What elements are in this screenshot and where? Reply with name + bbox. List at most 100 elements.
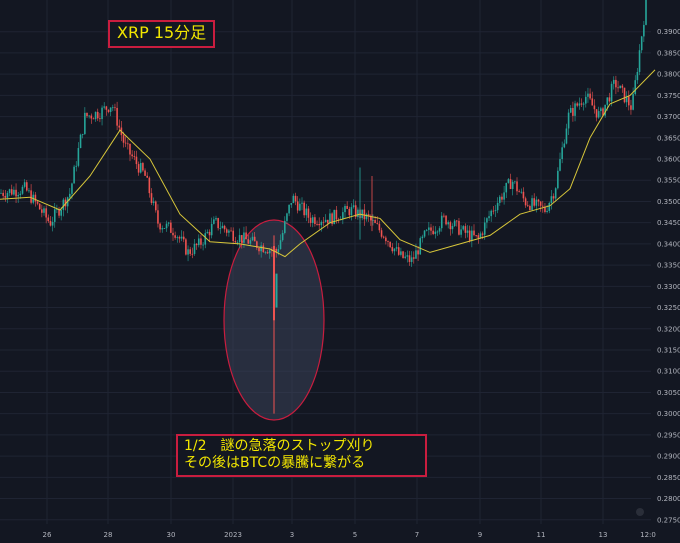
y-tick-label: 0.3450 bbox=[657, 219, 680, 227]
candle-body bbox=[77, 148, 80, 166]
candle-body bbox=[468, 230, 471, 241]
candle-body bbox=[505, 182, 508, 193]
candle-body bbox=[311, 217, 314, 223]
candle-body bbox=[391, 247, 394, 252]
candle-body bbox=[292, 195, 295, 204]
candle-body bbox=[576, 103, 578, 106]
candle-body bbox=[43, 208, 45, 213]
candle-body bbox=[451, 226, 454, 230]
candle-body bbox=[344, 205, 346, 213]
candle-body bbox=[361, 209, 363, 219]
candle-body bbox=[86, 112, 88, 117]
candle-body bbox=[279, 240, 282, 250]
candle-body bbox=[546, 210, 548, 212]
candle-body bbox=[62, 199, 65, 210]
candle-body bbox=[112, 107, 114, 109]
candle-body bbox=[509, 179, 512, 189]
candle-body bbox=[8, 189, 11, 193]
candle-body bbox=[475, 235, 477, 236]
candle-body bbox=[501, 196, 503, 200]
candle-body bbox=[591, 98, 594, 106]
candle-body bbox=[563, 143, 566, 148]
candle-body bbox=[13, 189, 15, 195]
candle-body bbox=[301, 202, 303, 204]
candle-body bbox=[305, 208, 308, 216]
candle-body bbox=[492, 210, 495, 212]
candle-body bbox=[73, 166, 75, 184]
candle-body bbox=[466, 230, 469, 233]
candle-body bbox=[94, 111, 97, 120]
candle-body bbox=[210, 223, 213, 236]
candle-body bbox=[587, 93, 589, 97]
candle-body bbox=[385, 237, 387, 242]
candle-body bbox=[137, 164, 140, 173]
candle-body bbox=[462, 226, 465, 230]
candle-body bbox=[53, 209, 56, 222]
candle-body bbox=[438, 228, 441, 232]
candle-body bbox=[17, 195, 19, 197]
candle-body bbox=[374, 219, 376, 223]
candle-body bbox=[26, 182, 28, 191]
candle-body bbox=[217, 218, 219, 229]
annotation-line-2: その後はBTCの暴騰に繋がる bbox=[184, 455, 366, 471]
candle-body bbox=[131, 154, 133, 157]
candle-body bbox=[494, 210, 497, 211]
candle-body bbox=[307, 208, 310, 218]
candle-body bbox=[69, 193, 71, 198]
candle-body bbox=[572, 108, 574, 116]
candle-body bbox=[324, 219, 327, 222]
candle-body bbox=[617, 87, 619, 89]
candle-body bbox=[30, 190, 32, 203]
candle-body bbox=[533, 198, 535, 206]
y-tick-label: 0.3050 bbox=[657, 389, 680, 397]
candle-body bbox=[406, 255, 409, 257]
candle-body bbox=[303, 202, 305, 216]
candle-body bbox=[47, 217, 50, 222]
candle-body bbox=[634, 80, 637, 95]
x-tick-label: 28 bbox=[104, 531, 113, 539]
annotation-line-1: 1/2 謎の急落のストップ刈り bbox=[184, 438, 375, 454]
candle-body bbox=[215, 218, 217, 220]
candle-body bbox=[404, 256, 406, 258]
candle-body bbox=[402, 251, 404, 258]
candle-body bbox=[34, 194, 37, 202]
candle-body bbox=[124, 142, 127, 144]
y-tick-label: 0.3750 bbox=[657, 92, 680, 100]
candle-body bbox=[180, 236, 183, 239]
candle-body bbox=[544, 206, 546, 212]
y-tick-label: 0.2800 bbox=[657, 495, 680, 503]
candle-body bbox=[365, 214, 368, 220]
candle-body bbox=[415, 250, 417, 259]
candle-body bbox=[559, 159, 561, 171]
candle-body bbox=[129, 143, 131, 155]
candle-body bbox=[314, 217, 316, 224]
y-tick-label: 0.3550 bbox=[657, 177, 680, 185]
candle-body bbox=[483, 222, 486, 235]
candle-body bbox=[221, 225, 224, 229]
candle-body bbox=[253, 236, 256, 242]
candle-body bbox=[51, 221, 54, 226]
candle-body bbox=[294, 195, 297, 202]
candle-body bbox=[58, 209, 60, 216]
candle-body bbox=[585, 96, 587, 104]
candle-body bbox=[167, 222, 170, 224]
candle-body bbox=[107, 109, 110, 112]
candle-body bbox=[602, 108, 604, 116]
candle-body bbox=[320, 221, 323, 226]
candle-body bbox=[251, 236, 254, 241]
candle-body bbox=[206, 231, 209, 234]
candle-body bbox=[236, 242, 239, 243]
y-tick-label: 0.2950 bbox=[657, 431, 680, 439]
candle-body bbox=[204, 233, 207, 245]
candle-body bbox=[376, 222, 379, 224]
candle-body bbox=[346, 205, 348, 209]
x-tick-label: 30 bbox=[167, 531, 176, 539]
candle-body bbox=[198, 238, 200, 246]
candle-body bbox=[507, 179, 510, 183]
y-tick-label: 0.3650 bbox=[657, 134, 680, 142]
candle-body bbox=[400, 251, 402, 255]
y-tick-label: 0.3600 bbox=[657, 156, 680, 164]
y-tick-label: 0.3500 bbox=[657, 198, 680, 206]
candle-body bbox=[45, 208, 47, 218]
candle-body bbox=[597, 111, 600, 118]
